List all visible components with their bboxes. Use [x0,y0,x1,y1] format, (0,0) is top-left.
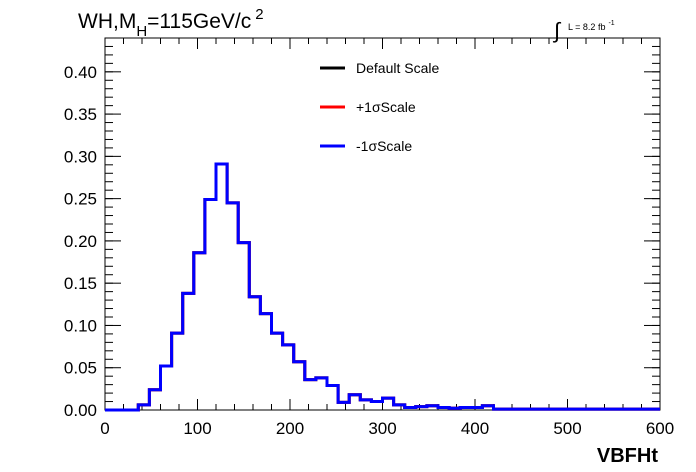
x-axis-title: VBFHt [597,445,658,467]
svg-text:WH,MH=115GeV/c2: WH,MH=115GeV/c 2 [78,6,264,40]
y-tick-label: 0.20 [64,232,97,251]
x-tick-label: 0 [100,419,109,438]
x-tick-label: 500 [553,419,581,438]
x-tick-label: 200 [276,419,304,438]
y-tick-label: 0.35 [64,105,97,124]
lumi-text: L = 8.2 fb [568,22,605,32]
title-rest: =115GeV/c [147,10,251,33]
title-superscript: 2 [255,6,263,23]
x-tick-label: 100 [183,419,211,438]
legend: Default Scale +1σScale -1σScale [320,60,439,154]
series-line-2 [105,162,660,412]
title-main: WH,M [78,10,136,33]
lumi-superscript: -1 [608,20,614,27]
x-tick-label: 400 [461,419,489,438]
y-tick-label: 0.00 [64,401,97,420]
x-tick-label: 600 [646,419,674,438]
y-tick-label: 0.40 [64,63,97,82]
integral-symbol: ∫ [552,18,562,43]
legend-label: +1σScale [356,99,416,115]
x-tick-label: 300 [368,419,396,438]
chart-title: WH,MH=115GeV/c 2 [78,6,264,40]
svg-text:L = 8.2 fb-1: L = 8.2 fb -1 [568,20,615,32]
x-axis: 0 100 200 300 400 500 600 [100,38,674,438]
legend-label: Default Scale [356,60,439,76]
legend-label: -1σScale [356,138,412,154]
y-tick-label: 0.30 [64,147,97,166]
plot-frame [104,37,661,411]
series-layer [105,162,660,412]
y-tick-label: 0.10 [64,316,97,335]
series-line-1 [105,162,660,412]
y-tick-label: 0.25 [64,190,97,209]
y-axis: 0.00 0.05 0.10 0.15 0.20 0.25 0.30 0.35 0.40 [64,37,660,420]
series-line-0 [105,162,660,412]
y-tick-label: 0.15 [64,274,97,293]
title-subscript: H [136,23,147,40]
luminosity-label: ∫ L = 8.2 fb -1 [552,18,615,43]
y-tick-label: 0.05 [64,359,97,378]
